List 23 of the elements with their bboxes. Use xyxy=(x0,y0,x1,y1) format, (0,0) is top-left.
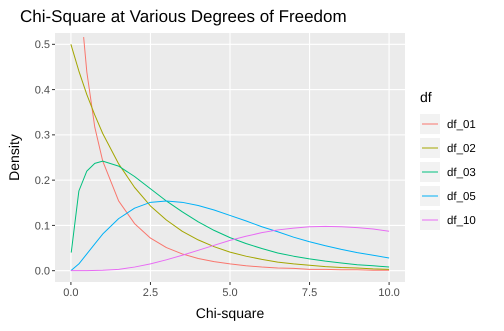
y-tick-label: 0.1 xyxy=(34,220,50,232)
legend-label: df_01 xyxy=(447,119,476,132)
line-series xyxy=(70,160,390,268)
legend-label: df_05 xyxy=(447,191,476,204)
y-tick-label: 0.3 xyxy=(34,130,50,142)
x-tick-label: 5.0 xyxy=(222,287,238,299)
line-series xyxy=(70,200,390,272)
x-tick-label: 10.0 xyxy=(378,287,400,299)
x-tick-label: 2.5 xyxy=(142,287,158,299)
x-tick-label: 0.0 xyxy=(63,287,79,299)
x-axis-title: Chi-square xyxy=(196,305,264,321)
line-series xyxy=(70,226,390,272)
legend-title: df xyxy=(420,89,432,105)
y-axis-title: Density xyxy=(6,134,22,181)
legend-label: df_02 xyxy=(447,143,476,156)
legend-label: df_10 xyxy=(447,215,476,228)
y-tick-label: 0.2 xyxy=(34,174,50,187)
chart-title: Chi-Square at Various Degrees of Freedom xyxy=(20,7,347,26)
y-tick-label: 0.4 xyxy=(34,84,50,96)
y-tick-label: 0.5 xyxy=(34,39,50,52)
x-tick-label: 7.5 xyxy=(302,287,318,299)
y-tick-label: 0.0 xyxy=(34,266,50,278)
legend-label: df_03 xyxy=(447,167,476,180)
